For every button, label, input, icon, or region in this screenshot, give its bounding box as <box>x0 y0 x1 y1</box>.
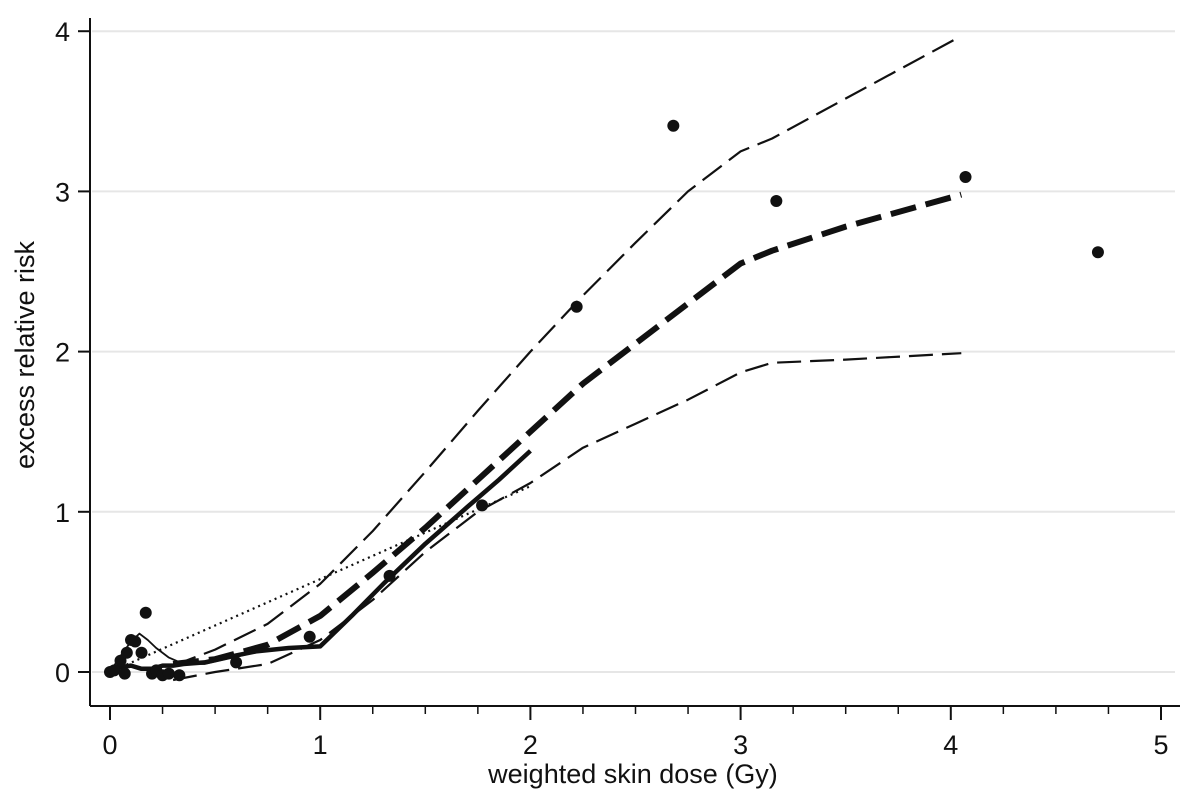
x-axis-label: weighted skin dose (Gy) <box>487 759 778 789</box>
series-line-4-thin-solid <box>109 632 247 673</box>
series-line-3-solid <box>109 449 532 675</box>
x-tick-label-5: 5 <box>1153 730 1168 760</box>
data-point-21 <box>959 170 972 183</box>
data-point-18 <box>570 300 583 313</box>
data-point-16 <box>383 569 396 582</box>
x-tick-label-1: 1 <box>313 730 328 760</box>
x-tick-label-3: 3 <box>733 730 748 760</box>
grid-layer <box>92 30 1175 673</box>
x-tick-label-4: 4 <box>943 730 958 760</box>
data-point-20 <box>770 195 783 208</box>
series-line-0-thick-dashed <box>172 191 963 667</box>
data-point-2 <box>114 654 127 667</box>
x-tick-label-0: 0 <box>102 730 117 760</box>
data-point-1 <box>108 664 121 677</box>
data-point-22 <box>1091 246 1104 259</box>
y-tick-label-2: 2 <box>55 338 70 368</box>
data-point-7 <box>139 606 152 619</box>
points-layer <box>104 119 1104 682</box>
series-layer <box>109 35 963 682</box>
data-point-6 <box>135 646 148 659</box>
series-line-2-thin-dashed <box>172 352 962 682</box>
y-tick-label-3: 3 <box>55 177 70 207</box>
y-axis-label: excess relative risk <box>10 240 40 469</box>
data-point-14 <box>230 656 243 669</box>
data-point-13 <box>118 667 131 680</box>
data-point-12 <box>173 669 186 682</box>
data-point-15 <box>303 630 316 643</box>
axes-layer <box>89 18 1180 707</box>
data-point-11 <box>162 667 175 680</box>
data-point-3 <box>120 646 133 659</box>
x-tick-label-2: 2 <box>523 730 538 760</box>
y-tick-label-1: 1 <box>55 498 70 528</box>
series-line-5-dotted <box>109 485 531 674</box>
ticks-layer: 0 1 2 3 4 0 1 2 3 4 5 <box>55 17 1169 760</box>
data-point-17 <box>476 499 489 512</box>
y-tick-label-4: 4 <box>55 17 70 47</box>
series-line-1-thin-dashed <box>172 35 962 667</box>
y-tick-label-0: 0 <box>55 658 70 688</box>
data-point-19 <box>667 119 680 132</box>
data-point-5 <box>129 635 142 648</box>
